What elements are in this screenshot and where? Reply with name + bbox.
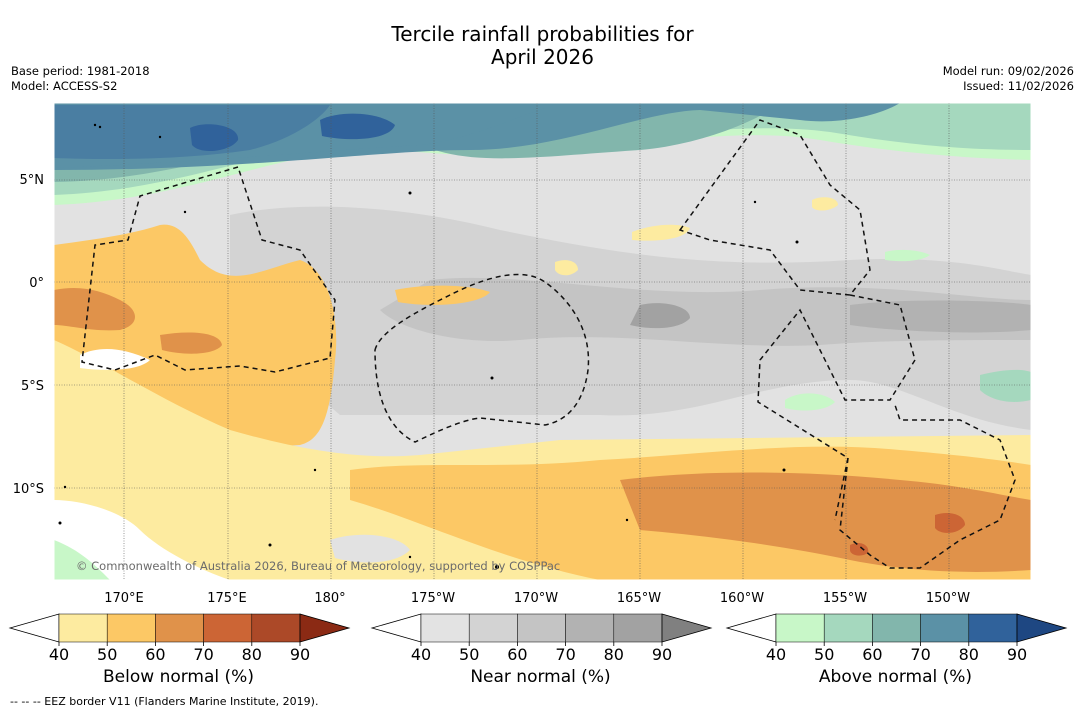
colorbar-segment	[920, 613, 970, 643]
colorbar-segment	[968, 613, 1018, 643]
model-run-text: Model run: 09/02/2026	[942, 64, 1074, 78]
colorbar-tick-label: 70	[555, 645, 575, 664]
colorbar-low-extend	[8, 613, 60, 643]
colorbar-low-extend	[370, 613, 422, 643]
colorbar-segment	[823, 613, 873, 643]
longitude-label: 180°	[314, 591, 345, 606]
eez-borders	[81, 119, 1016, 569]
colorbar-tick-label: 90	[1007, 645, 1027, 664]
longitude-label: 175°W	[411, 591, 455, 606]
colorbar-segment	[106, 613, 156, 643]
longitude-label: 165°W	[617, 591, 661, 606]
colorbar-0: 40 50 60 70 80 90	[8, 613, 351, 664]
colorbar-tick-label: 90	[652, 645, 672, 664]
colorbar-high-extend	[661, 613, 713, 643]
latitude-label: 0°	[29, 276, 44, 291]
colorbar-segment	[565, 613, 615, 643]
colorbar-tick-label: 50	[459, 645, 479, 664]
longitude-labels: 170°E 175°E 180° 175°W 170°W 165°W 160°W 155°W 1…	[104, 591, 970, 606]
colorbar-segment	[58, 613, 108, 643]
near-normal-label: Near normal (%)	[470, 667, 611, 687]
model-text: Model: ACCESS-S2	[11, 79, 118, 93]
colorbar-tick-label: 80	[604, 645, 624, 664]
colorbar-segment	[251, 613, 301, 643]
colorbar-tick-label: 60	[507, 645, 527, 664]
latitude-label: 10°S	[13, 482, 44, 497]
colorbar-tick-label: 70	[910, 645, 930, 664]
colorbar-tick-label: 60	[862, 645, 882, 664]
graticule	[54, 103, 1031, 580]
longitude-label: 160°W	[720, 591, 764, 606]
colorbar-tick-label: 40	[411, 645, 431, 664]
colorbar-segment	[517, 613, 566, 643]
eez-footnote: -- -- -- EEZ border V11 (Flanders Marine…	[10, 695, 319, 708]
colorbar-low-extend	[725, 613, 777, 643]
colorbar-high-extend	[299, 613, 351, 643]
latitude-label: 5°N	[20, 173, 45, 188]
latitude-labels: 5°N 0° 5°S 10°S	[13, 173, 44, 497]
islands	[58, 123, 799, 569]
longitude-label: 150°W	[926, 591, 970, 606]
colorbar-tick-label: 50	[97, 645, 117, 664]
colorbar-tick-label: 40	[49, 645, 69, 664]
colorbar-segment	[872, 613, 921, 643]
longitude-label: 155°W	[823, 591, 867, 606]
colorbar-segment	[203, 613, 253, 643]
colorbar-2: 40 50 60 70 80 90	[725, 613, 1068, 664]
base-period-text: Base period: 1981-2018	[11, 64, 150, 78]
colorbar-tick-label: 40	[766, 645, 786, 664]
above-normal-label: Above normal (%)	[818, 667, 973, 687]
copyright-text: © Commonwealth of Australia 2026, Bureau…	[76, 559, 560, 573]
colorbar-1: 40 50 60 70 80 90	[370, 613, 713, 664]
longitude-label: 170°E	[104, 591, 144, 606]
colorbar-segment	[420, 613, 470, 643]
colorbar-tick-label: 60	[145, 645, 165, 664]
longitude-label: 175°E	[207, 591, 247, 606]
issued-text: Issued: 11/02/2026	[963, 79, 1074, 93]
colorbar-tick-label: 90	[290, 645, 310, 664]
colorbar-tick-label: 70	[193, 645, 213, 664]
colorbar-segment	[468, 613, 518, 643]
map-title-line1: Tercile rainfall probabilities for	[391, 22, 694, 46]
colorbar-segment	[613, 613, 663, 643]
probability-shading	[54, 103, 1031, 580]
longitude-label: 170°W	[514, 591, 558, 606]
map-title-line2: April 2026	[491, 45, 594, 69]
colorbar-high-extend	[1016, 613, 1068, 643]
colorbar-segment	[775, 613, 825, 643]
colorbar-legends: 40 50 60 70 80 90 40 50 60 70 80 90 40 50 60 70 80 90	[8, 613, 1068, 664]
colorbar-tick-label: 80	[959, 645, 979, 664]
colorbar-tick-label: 80	[242, 645, 262, 664]
colorbar-segment	[155, 613, 204, 643]
colorbar-tick-label: 50	[814, 645, 834, 664]
below-normal-label: Below normal (%)	[103, 667, 254, 687]
latitude-label: 5°S	[21, 379, 44, 394]
